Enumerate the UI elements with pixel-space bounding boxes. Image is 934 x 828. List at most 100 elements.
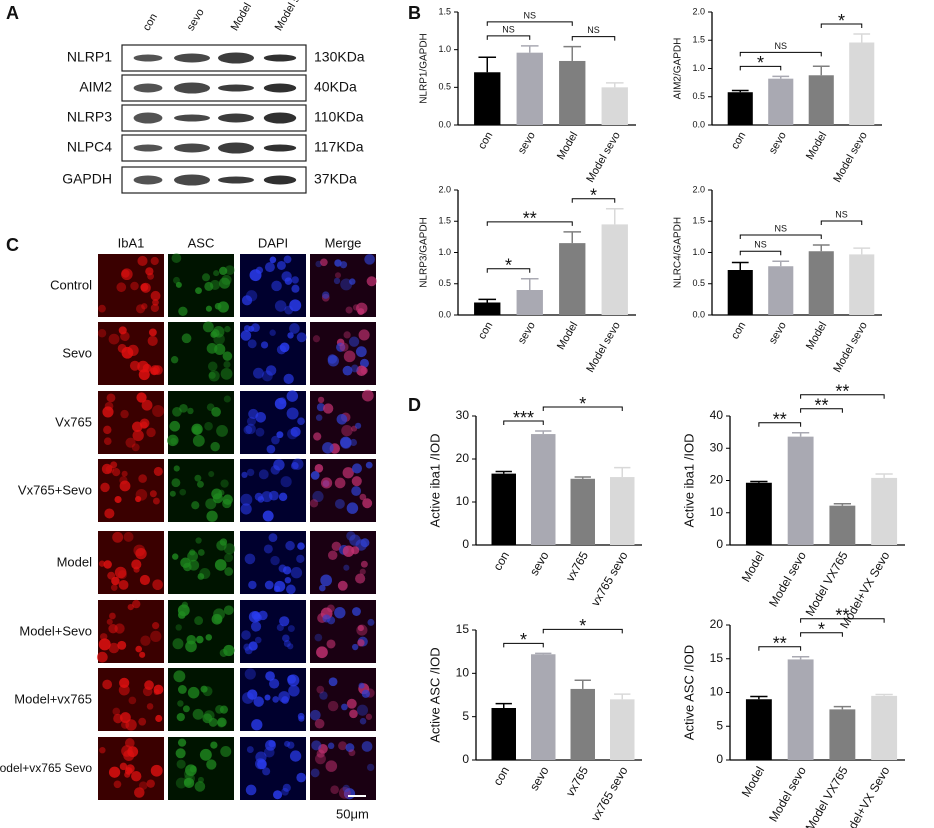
cell [320,258,328,267]
cell [270,465,280,475]
cell [194,474,202,482]
cell [109,612,116,620]
micrograph [98,600,164,663]
cell [313,432,322,441]
cell [220,367,233,380]
cell [217,301,229,313]
cell [135,489,148,501]
channel-label: Merge [325,235,362,250]
cell [205,305,213,312]
bar [787,659,814,760]
cell [314,464,324,473]
cell [96,651,108,663]
cell [357,308,365,316]
bar [491,473,516,545]
x-tick-label: Model [804,130,829,162]
cell [339,342,349,352]
y-axis-label: Active ASC /IOD [681,645,696,740]
cell [224,265,235,275]
cell [320,477,333,489]
x-tick-label: sevo [527,549,552,578]
cell [265,365,277,376]
x-tick-label: Model [739,549,767,584]
cell [150,764,163,777]
significance-bracket [503,642,544,648]
y-tick-label: 10 [710,685,724,699]
lane-label: sevo [185,7,207,33]
cell [342,784,350,793]
x-tick-label: con [476,130,495,151]
significance-bracket [486,221,573,226]
x-tick-label: vx765 sevo [588,549,631,609]
cell [172,638,184,650]
cell [118,580,129,590]
blot-band [174,143,210,153]
cell [137,360,149,373]
cell [123,531,134,542]
cell [340,278,353,291]
cell [223,395,231,403]
cell [341,424,353,437]
y-tick-label: 0 [716,752,723,766]
protein-label: NLPC4 [67,139,112,155]
cell [211,407,221,417]
cell [254,492,263,501]
cell [102,679,113,690]
cell [360,538,370,548]
cell [138,717,147,726]
significance-label: ** [523,209,537,229]
cell [342,467,354,479]
cell [241,471,248,478]
cell [248,611,261,623]
cell [241,295,253,306]
significance-label: ** [835,382,849,402]
cell [135,304,146,314]
y-tick-label: 20 [710,617,724,631]
cell [284,576,292,584]
cell [276,623,284,632]
bar [531,434,556,545]
cell [121,269,130,278]
cell [139,574,151,586]
cell [341,703,348,711]
x-tick-label: con [490,764,512,788]
significance-label: * [579,394,586,414]
y-tick-label: 0.0 [692,309,705,319]
cell [197,573,205,580]
y-tick-label: 20 [456,451,470,465]
cell [349,438,358,446]
cell [255,427,265,437]
cell [146,703,154,710]
cell [152,404,165,417]
cell [245,290,258,302]
significance-label: * [838,11,845,31]
bar [745,482,772,545]
cell [255,758,267,770]
significance-bracket [486,35,531,40]
cell [106,618,113,625]
protein-size: 37KDa [314,171,357,187]
cell [348,749,356,757]
cell [192,708,204,720]
cell [135,645,143,653]
cell [149,490,157,498]
y-tick-label: 0 [716,537,723,551]
cell [357,625,364,632]
cell [289,299,302,312]
significance-label: * [520,630,527,650]
cell [269,329,276,336]
cell [352,643,359,651]
blot-band [133,144,163,152]
cell [116,282,127,293]
significance-label: ** [835,605,849,625]
cell [336,342,346,352]
cell [209,279,221,290]
group-label: Sevo [62,345,92,360]
cell [205,498,217,510]
bar [610,477,635,545]
cell [197,549,205,556]
y-tick-label: 0.0 [692,119,705,129]
cell [269,678,280,689]
y-tick-label: 15 [456,622,470,636]
cell [150,303,160,313]
